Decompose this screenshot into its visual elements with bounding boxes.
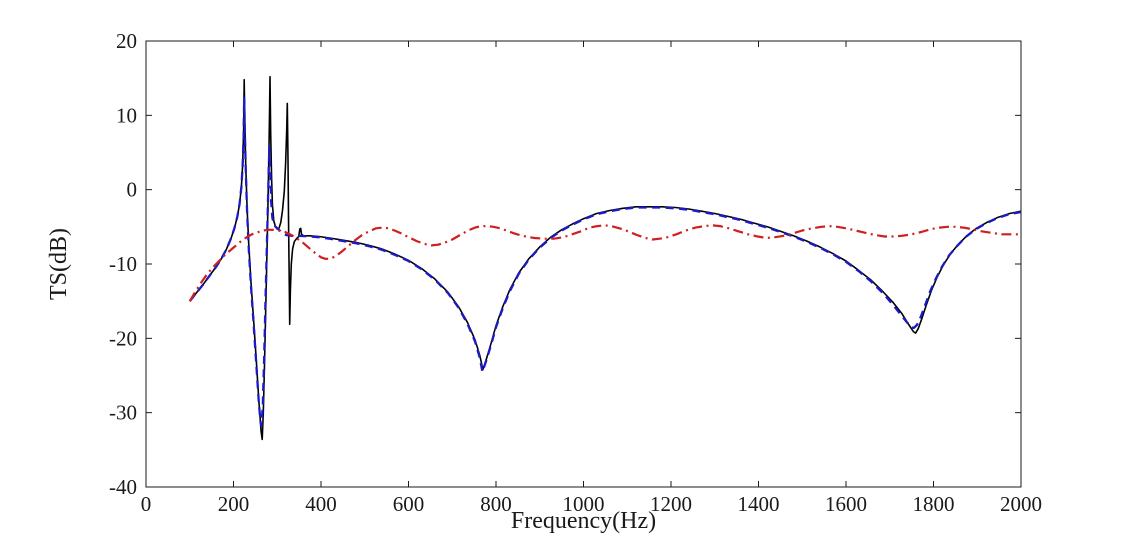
x-tick-label: 1400 xyxy=(738,492,780,516)
y-tick-label: 10 xyxy=(116,103,137,127)
plot-box xyxy=(145,40,1022,488)
x-tick-label: 200 xyxy=(218,492,250,516)
y-tick-label: -30 xyxy=(109,401,137,425)
y-axis-label: TS(dB) xyxy=(46,228,72,300)
x-tick-label: 600 xyxy=(393,492,425,516)
blue-dashed-curve xyxy=(188,97,1022,428)
x-tick-label: 1200 xyxy=(650,492,692,516)
x-tick-label: 2000 xyxy=(1000,492,1042,516)
red-dashdot-curve xyxy=(188,224,1021,302)
x-tick-label: 0 xyxy=(141,492,152,516)
black-solid-curve xyxy=(189,75,1022,441)
y-tick-label: 0 xyxy=(127,178,138,202)
y-tick-label: -20 xyxy=(109,326,137,350)
x-tick-label: 800 xyxy=(480,492,512,516)
x-tick-label: 1800 xyxy=(913,492,955,516)
x-tick-label: 1600 xyxy=(825,492,867,516)
y-tick-label: -10 xyxy=(109,252,137,276)
y-tick-label: 20 xyxy=(116,29,137,53)
x-tick-label: 1000 xyxy=(563,492,605,516)
x-axis-label: Frequency(Hz) xyxy=(511,508,656,534)
x-tick-label: 400 xyxy=(305,492,337,516)
y-tick-label: -40 xyxy=(109,475,137,499)
